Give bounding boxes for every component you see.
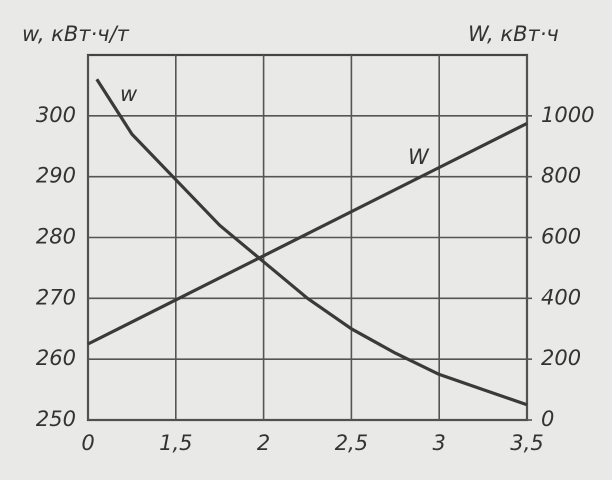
x-tick-label: 3,5 bbox=[510, 431, 543, 455]
series-line bbox=[95, 78, 528, 407]
series-label: w bbox=[120, 82, 138, 106]
x-tick-label: 2 bbox=[257, 431, 270, 455]
y-tick-label: 250 bbox=[36, 407, 76, 431]
series-line bbox=[87, 121, 528, 346]
y2-tick-label: 0 bbox=[541, 407, 554, 431]
x-tick-label: 2,5 bbox=[335, 431, 368, 455]
y-tick-label: 290 bbox=[36, 164, 76, 188]
y2-tick-label: 1000 bbox=[541, 103, 594, 127]
y2-tick-label: 400 bbox=[541, 285, 581, 309]
y-tick-label: 300 bbox=[36, 103, 76, 127]
x-tick-label: 1,5 bbox=[159, 431, 192, 455]
y2-tick-label: 600 bbox=[541, 225, 581, 249]
y2-tick-label: 800 bbox=[541, 164, 581, 188]
y-axis-label: w, кВт·ч/т bbox=[22, 22, 130, 46]
y-tick-label: 270 bbox=[36, 285, 76, 309]
x-tick-label: 0 bbox=[81, 431, 94, 455]
y2-axis-label: W, кВт·ч bbox=[468, 22, 559, 46]
y-tick-label: 280 bbox=[36, 225, 76, 249]
y-tick-label: 260 bbox=[36, 346, 76, 370]
x-tick-label: 3 bbox=[433, 431, 446, 455]
series-label: W bbox=[408, 145, 430, 169]
y2-tick-label: 200 bbox=[541, 346, 581, 370]
